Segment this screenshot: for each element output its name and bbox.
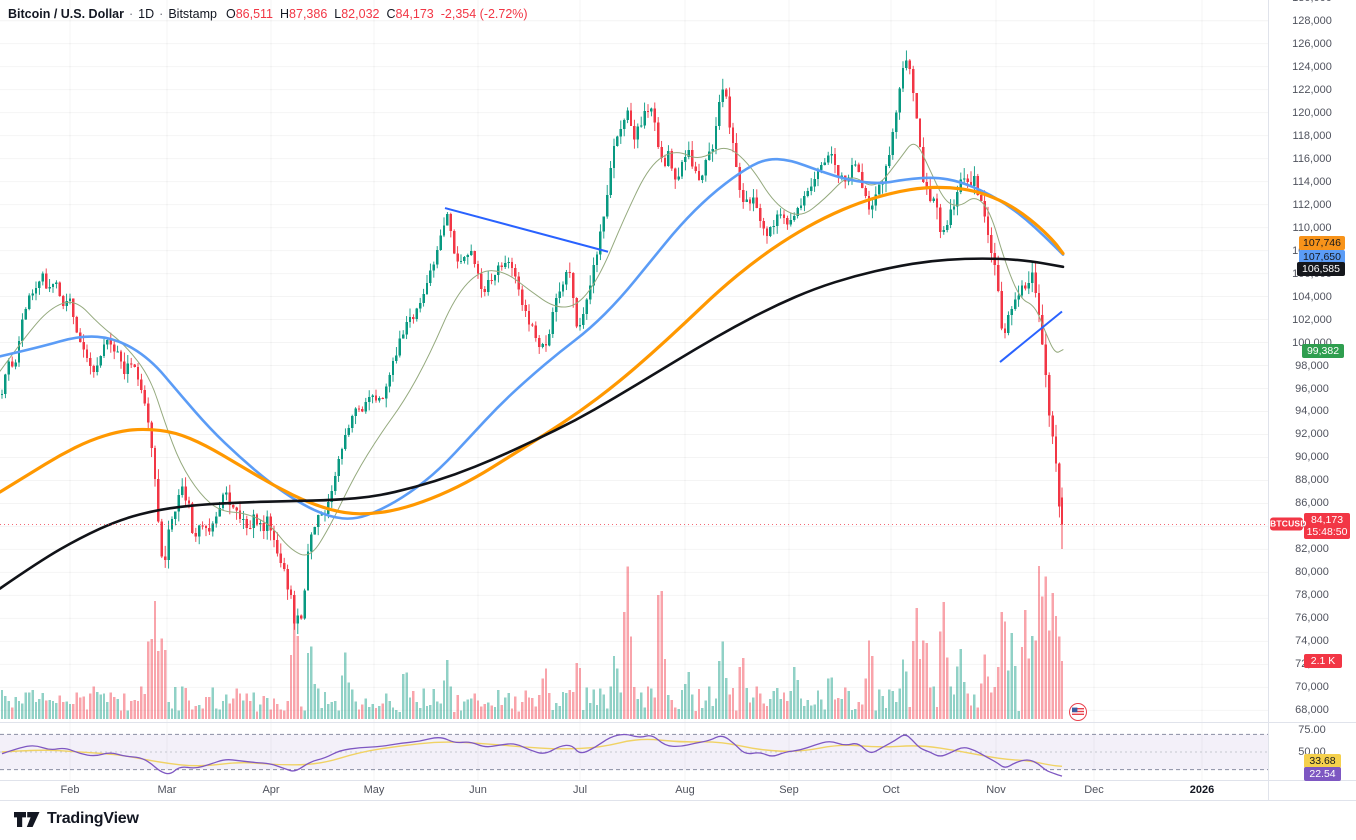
ma-orange-label: 107,746 — [1299, 236, 1345, 250]
price-tick-label: 102,000 — [1292, 313, 1332, 326]
pane-separator-top[interactable] — [0, 722, 1356, 723]
rsi-ma-label: 33.68 — [1304, 754, 1341, 768]
change-value: -2,354 (-2.72%) — [440, 7, 528, 21]
month-label: May — [363, 784, 385, 796]
month-label: Mar — [157, 784, 177, 796]
ma-black-label: 106,585 — [1297, 262, 1345, 276]
month-label: Sep — [779, 784, 799, 796]
ma-green-label: 99,382 — [1302, 344, 1344, 358]
ma-blue-label: 107,650 — [1299, 250, 1345, 264]
price-tick-label: 96,000 — [1295, 382, 1329, 395]
tradingview-logo[interactable]: TradingView — [14, 810, 139, 828]
symbol-title[interactable]: Bitcoin / U.S. Dollar — [8, 7, 124, 21]
ma-blue-line — [0, 157, 1065, 520]
month-label: Aug — [675, 784, 695, 796]
us-flag-event-icon[interactable] — [1069, 703, 1087, 721]
ma-black-line — [0, 257, 1065, 590]
price-tick-label: 92,000 — [1295, 428, 1329, 441]
price-tick-label: 126,000 — [1292, 37, 1332, 50]
price-tick-label: 98,000 — [1295, 359, 1329, 372]
tradingview-logo-text: TradingView — [47, 810, 139, 827]
price-tick-label: 104,000 — [1292, 290, 1332, 303]
price-tick-label: 130,000 — [1272, 0, 1352, 4]
price-tick-label: 118,000 — [1292, 129, 1332, 142]
ohlc-pair: C84,173 — [386, 7, 434, 21]
month-label: Jun — [469, 784, 487, 796]
rsi-label: 22.54 — [1304, 767, 1341, 781]
ma-orange-line — [0, 185, 1065, 516]
volume-label: 2.1 K — [1304, 654, 1342, 668]
price-tick-label: 110,000 — [1292, 221, 1332, 234]
price-tick-label: 128,000 — [1292, 14, 1332, 27]
price-tick-label: 80,000 — [1295, 566, 1329, 579]
rsi-pane — [0, 733, 1268, 777]
ticker-price-pill: BTCUSD — [1270, 517, 1307, 531]
price-tick-label: 114,000 — [1292, 175, 1332, 188]
price-tick-label: 94,000 — [1295, 405, 1329, 418]
pane-separator-bottom[interactable] — [0, 780, 1356, 781]
trendline — [999, 310, 1063, 363]
year-label: 2026 — [1189, 784, 1215, 796]
month-label: Apr — [262, 784, 280, 796]
price-tick-label: 82,000 — [1295, 543, 1329, 556]
price-scale-separator — [1268, 0, 1269, 800]
price-tick-label: 88,000 — [1295, 474, 1329, 487]
price-tick-label: 86,000 — [1295, 497, 1329, 510]
price-tick-label: 120,000 — [1292, 106, 1332, 119]
rsi-line — [1, 733, 1063, 777]
ohlc-pair: H87,386 — [280, 7, 328, 21]
current-price-badge: 84,173 15:48:50 — [1304, 513, 1350, 539]
month-label: Jul — [572, 784, 588, 796]
gridlines — [0, 0, 1268, 780]
interval-label[interactable]: 1D — [138, 7, 155, 21]
ohlc-pair: O86,511 — [225, 7, 274, 21]
legend-separator: · — [159, 7, 164, 21]
chart-canvas[interactable] — [0, 0, 1268, 800]
price-tick-label: 122,000 — [1292, 83, 1332, 96]
rsi-ma-line — [1, 738, 1063, 768]
current-price-value: 84,173 — [1310, 514, 1344, 526]
time-axis-border — [0, 800, 1356, 801]
trendline — [444, 207, 609, 253]
month-label: Dec — [1084, 784, 1104, 796]
month-label: Oct — [882, 784, 900, 796]
price-tick-label: 70,000 — [1295, 681, 1329, 694]
price-tick-label: 76,000 — [1295, 612, 1329, 625]
price-tick-label: 74,000 — [1295, 635, 1329, 648]
rsi-tick-label: 75.00 — [1298, 724, 1326, 736]
price-tick-label: 124,000 — [1292, 60, 1332, 73]
bar-countdown: 15:48:50 — [1306, 526, 1348, 538]
price-tick-label: 68,000 — [1295, 704, 1329, 717]
month-label: Feb — [60, 784, 80, 796]
price-tick-label: 112,000 — [1292, 198, 1332, 211]
month-label: Nov — [986, 784, 1006, 796]
price-tick-label: 78,000 — [1295, 589, 1329, 602]
legend-separator: · — [129, 7, 134, 21]
price-tick-label: 116,000 — [1292, 152, 1332, 165]
ma-fast-line — [0, 143, 1064, 556]
tradingview-mark-icon — [14, 811, 40, 827]
us-flag-glyph — [1072, 707, 1084, 715]
ohlc-values: O86,511 H87,386 L82,032 C84,173 — [226, 7, 434, 21]
symbol-legend: Bitcoin / U.S. Dollar · 1D · Bitstamp O8… — [8, 7, 528, 21]
volume-bars — [0, 565, 1064, 719]
ohlc-pair: L82,032 — [334, 7, 380, 21]
price-tick-label: 90,000 — [1295, 451, 1329, 464]
exchange-label[interactable]: Bitstamp — [168, 7, 217, 21]
